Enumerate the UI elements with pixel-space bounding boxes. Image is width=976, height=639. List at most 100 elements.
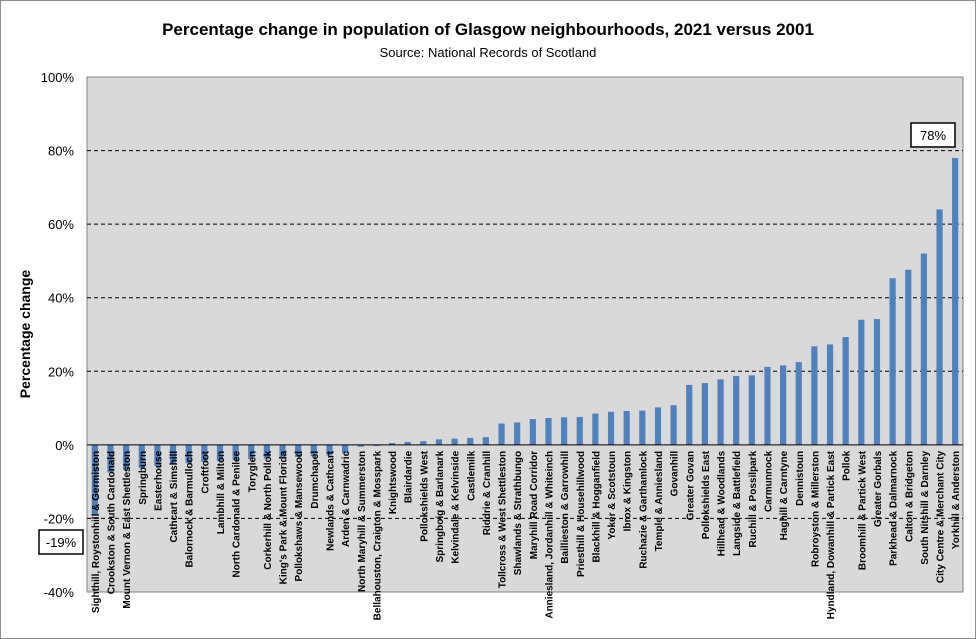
category-label: Pollokshields East (701, 450, 712, 539)
category-label: Carmunnock (764, 450, 775, 512)
bar (748, 375, 755, 445)
bar (607, 411, 615, 445)
bar (138, 444, 145, 469)
bar (826, 344, 834, 445)
plot-area (86, 76, 964, 593)
y-tick-label: 100% (41, 70, 75, 85)
bar (388, 443, 396, 445)
category-label: Pollokshaws & Mansewood (294, 451, 305, 582)
y-tick-label: 20% (48, 364, 74, 379)
category-label: Yoker & Scotstoun (607, 451, 618, 540)
category-label: Haghill & Carntyne (779, 450, 790, 540)
category-label: Baillieston & Garrowhill (560, 451, 571, 564)
bar (842, 337, 849, 445)
bar (545, 418, 552, 445)
bar (279, 444, 286, 458)
annotation-max: 78% (920, 128, 946, 143)
bar (561, 417, 568, 445)
bar (154, 444, 161, 467)
category-label: Kelvindale & Kelvinside (451, 450, 462, 563)
bar (529, 419, 536, 445)
bar (920, 253, 927, 445)
category-label: Parkhead & Dalmarnock (889, 450, 900, 565)
category-label: King's Park & Mount Florida (279, 450, 290, 584)
category-label: Toryglen (247, 451, 258, 492)
bar (701, 383, 708, 445)
category-label: Arden & Carnwadric (341, 450, 352, 547)
annotation-max-box (910, 122, 956, 148)
category-label: Langside & Battlefield (732, 451, 743, 556)
bar (467, 437, 474, 445)
bar (310, 444, 317, 457)
category-label: Yorkhill & Anderston (951, 451, 962, 549)
bar (639, 410, 646, 445)
bar (764, 366, 771, 445)
y-tick-label: 0% (55, 438, 74, 453)
category-label: Pollok (842, 450, 853, 480)
bar (373, 444, 380, 446)
bar (420, 441, 427, 445)
bar (169, 444, 177, 465)
bar (811, 346, 818, 445)
bar (404, 441, 411, 445)
bar (795, 362, 802, 445)
category-label: Knightswood (388, 451, 399, 514)
chart-title: Percentage change in population of Glasg… (162, 20, 814, 39)
category-label: Greater Gorbals (873, 450, 884, 527)
y-axis-title: Percentage change (17, 270, 33, 399)
bar (654, 407, 662, 445)
bar (326, 444, 333, 456)
category-label: Lambhill & Milton (216, 451, 227, 534)
bar (733, 376, 740, 445)
bar (889, 278, 896, 445)
bar (248, 444, 255, 460)
category-label: Cathcart & Simshill (169, 451, 180, 543)
bar (232, 444, 239, 460)
category-label: Dennistoun (795, 451, 806, 506)
bar (514, 422, 521, 445)
y-tick-label: -40% (44, 585, 75, 600)
category-label: Blairdardie (404, 450, 415, 503)
bar (905, 269, 912, 445)
category-label: Blackhill & Hogganfield (591, 451, 602, 563)
bar (576, 416, 583, 445)
category-label: North Cardonald & Penilee (232, 450, 243, 577)
bar (686, 384, 693, 445)
category-label: Tollcross & West Shettleston (498, 451, 509, 588)
bar (858, 319, 865, 445)
category-label: Bellahouston, Craigton & Mosspark (372, 450, 383, 620)
bar (123, 444, 130, 470)
category-label: Springburn (138, 451, 149, 505)
bar (216, 444, 224, 462)
category-label: Shawlands & Strathbungo (513, 451, 524, 575)
category-label: Croftfoot (200, 450, 211, 493)
category-label: Newlands & Cathcart (326, 450, 337, 551)
category-label: South Nitshill & Darnley (920, 450, 931, 564)
category-label: Pollokshields West (419, 450, 430, 542)
bar (482, 437, 489, 445)
bar (91, 444, 98, 515)
category-label: Robroyston & Millerston (810, 451, 821, 567)
category-label: Drumchapel (310, 451, 321, 509)
category-label: Govanhill (670, 451, 681, 497)
annotation-min-box (38, 529, 84, 555)
bar (451, 438, 458, 445)
y-tick-label: 40% (48, 291, 74, 306)
bar (295, 444, 302, 457)
category-label: Ibrox & Kingston (623, 451, 634, 532)
category-label: Easterhouse (153, 450, 164, 510)
category-label: Temple & Anniesland (654, 451, 665, 552)
chart-subtitle: Source: National Records of Scotland (379, 45, 597, 60)
y-tick-label: -20% (44, 511, 75, 526)
bar (780, 365, 787, 445)
category-label: Riddrie & Cranhill (482, 451, 493, 536)
category-label: Ruchazie & Garthamlock (638, 450, 649, 568)
category-label: Maryhill Road Corridor (529, 451, 540, 559)
bar (936, 209, 943, 445)
y-tick-label: 60% (48, 217, 74, 232)
category-label: Ruchill & Possilpark (748, 450, 759, 547)
category-label: Corkerhill & North Pollok (263, 450, 274, 569)
category-label: Priesthill & Househillwood (576, 451, 587, 577)
category-label: Calton & Bridgeton (904, 451, 915, 542)
